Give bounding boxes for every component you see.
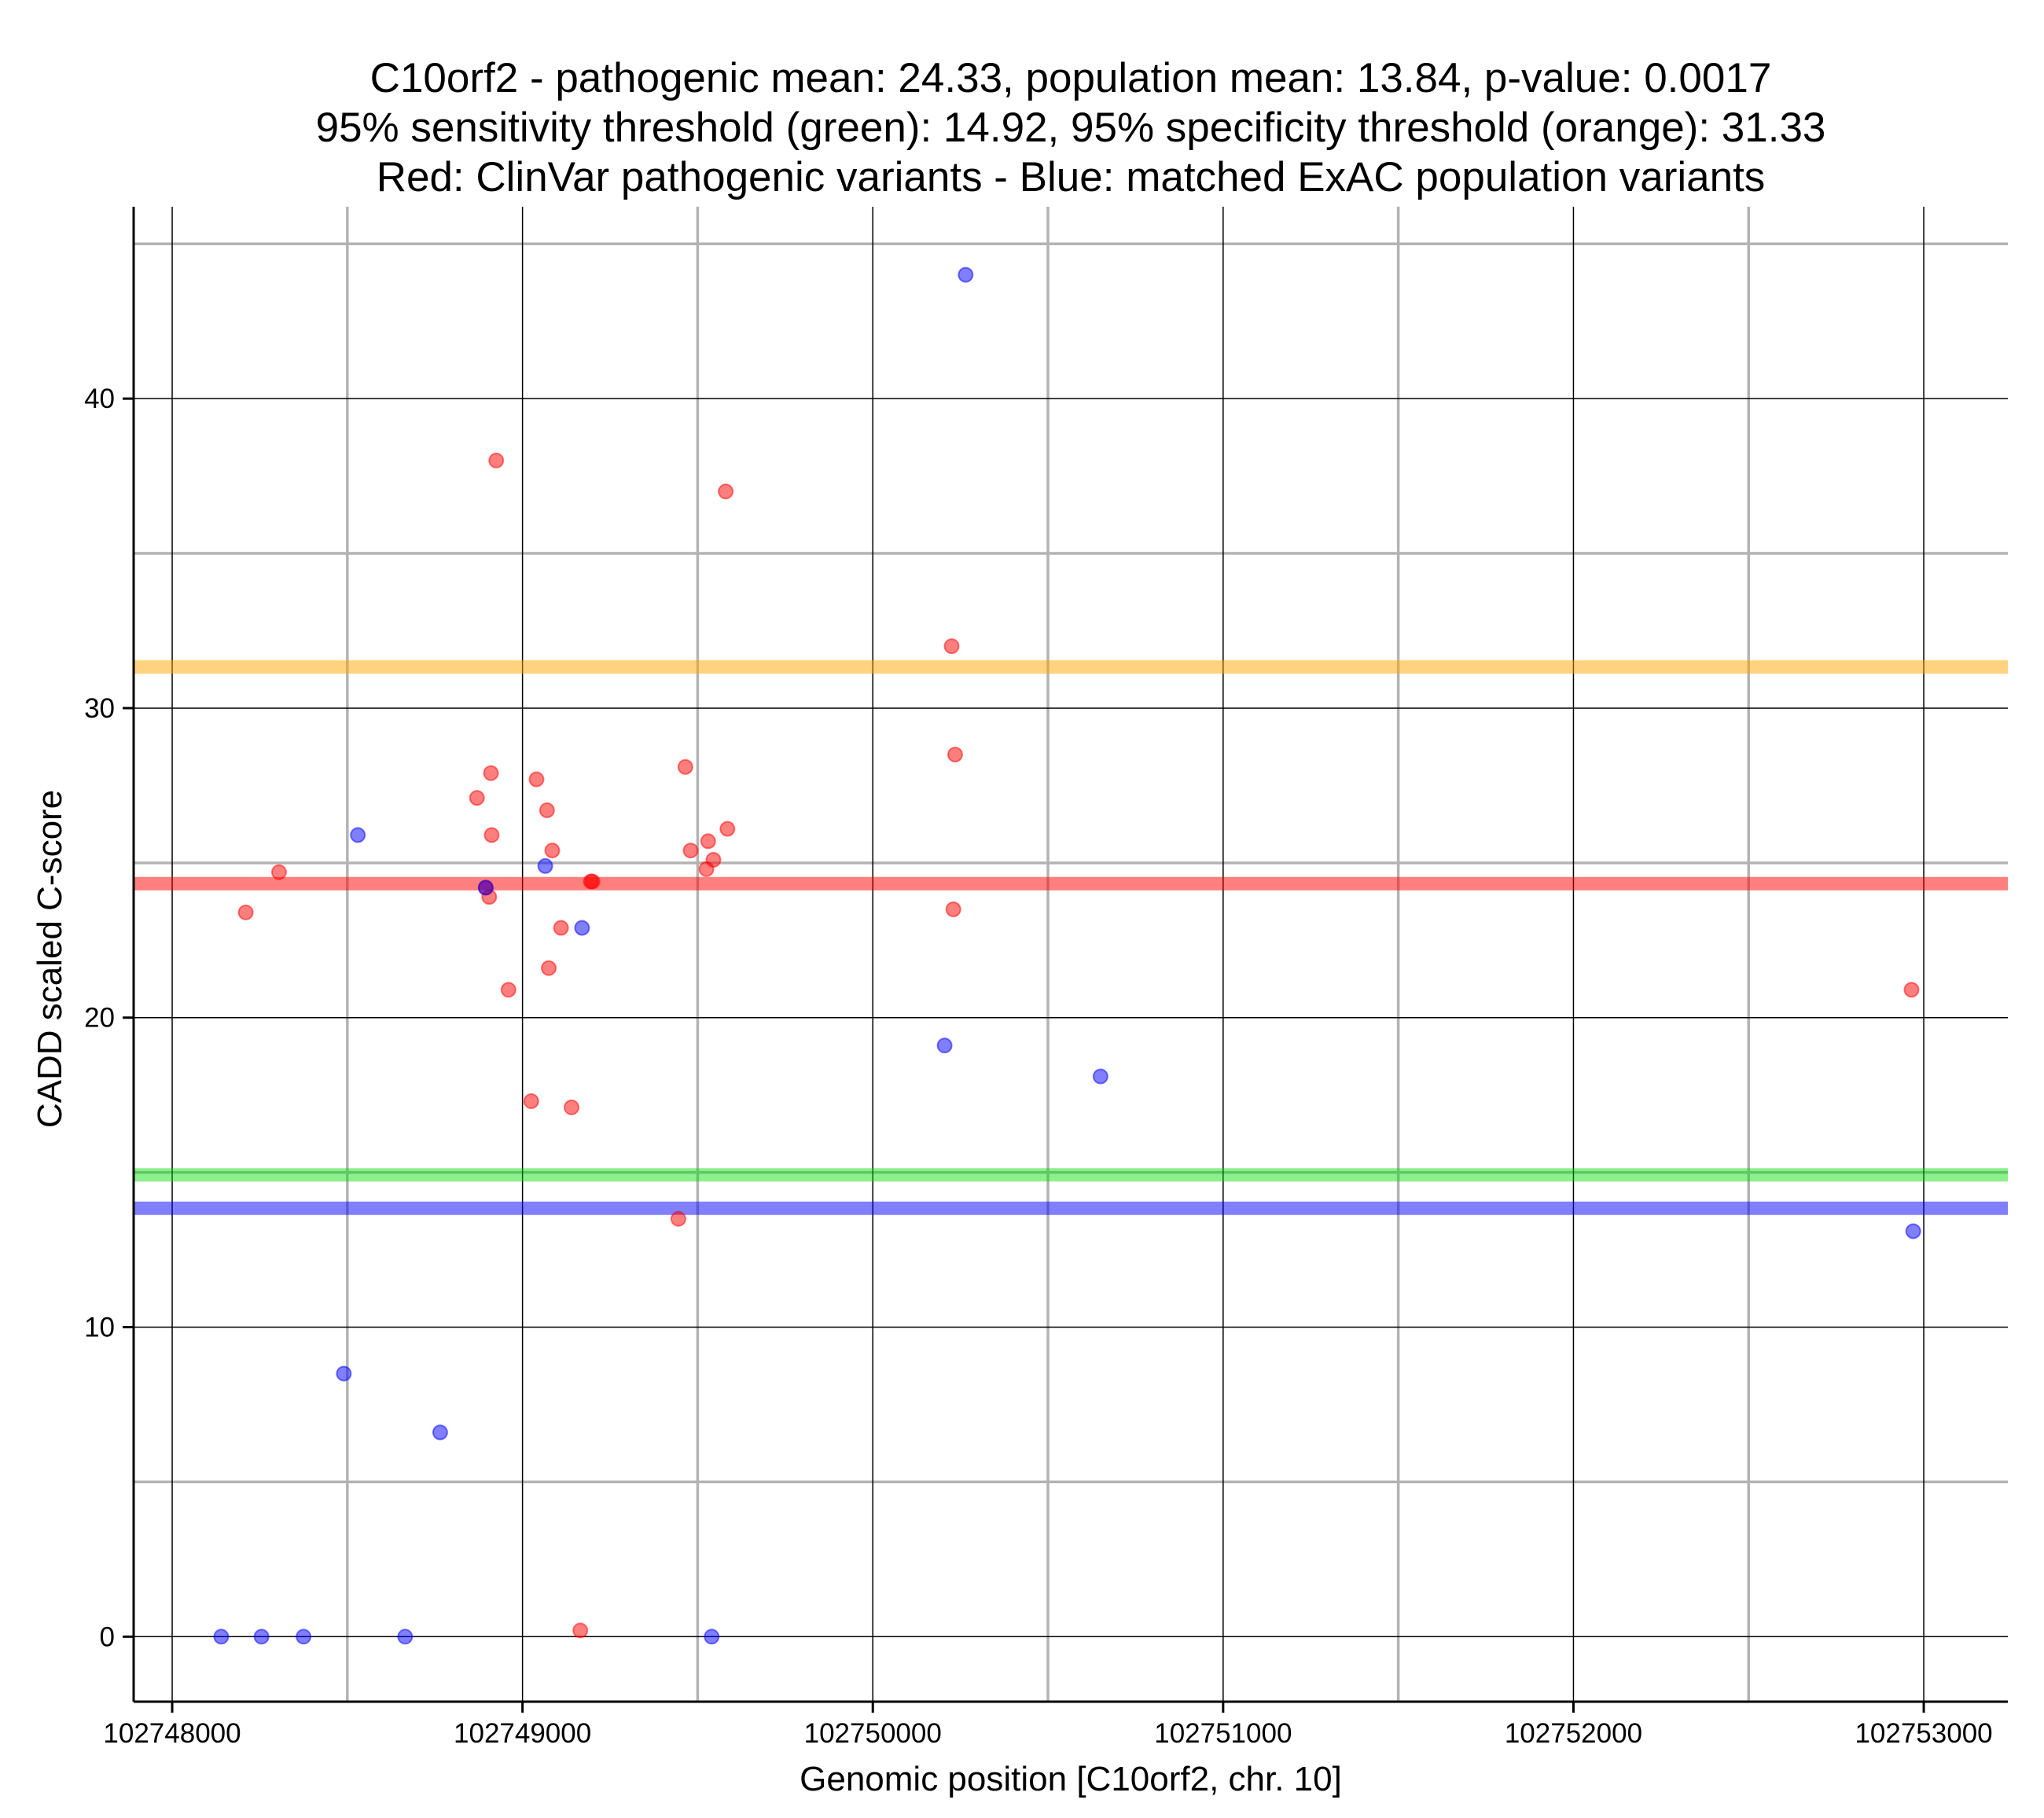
data-point [574, 920, 590, 936]
data-point [523, 1093, 539, 1110]
data-point [945, 901, 961, 917]
data-point [553, 920, 569, 936]
x-tick-label: 102748000 [103, 1718, 241, 1749]
data-point [477, 880, 494, 896]
data-point [704, 1629, 720, 1645]
data-point [488, 452, 505, 468]
axes [132, 207, 2008, 1703]
data-point [270, 864, 287, 880]
data-point [397, 1629, 414, 1645]
x-tick-label: 102751000 [1154, 1718, 1292, 1749]
y-tick-label: 20 [84, 1003, 115, 1034]
x-tick-label: 102753000 [1855, 1718, 1992, 1749]
title-line-2: 95% sensitivity threshold (green): 14.92… [316, 105, 1826, 151]
data-point [719, 821, 736, 837]
data-points [213, 266, 1921, 1645]
chart-title: C10orf2 - pathogenic mean: 24.33, popula… [316, 55, 1826, 200]
reference-lines [134, 660, 2008, 1215]
data-point [700, 833, 716, 850]
x-axis-title: Genomic position [C10orf2, chr. 10] [800, 1760, 1342, 1798]
data-point [705, 851, 722, 868]
y-tick-label: 0 [100, 1622, 115, 1652]
data-point [537, 858, 553, 874]
data-point [564, 1099, 580, 1115]
data-point [432, 1424, 448, 1441]
data-point [296, 1629, 312, 1645]
y-tick-label: 10 [84, 1313, 115, 1343]
data-point [336, 1365, 352, 1382]
data-point [1903, 982, 1920, 998]
data-point [539, 802, 555, 818]
y-axis-ticks: 0 10 20 30 40 [84, 384, 134, 1652]
x-tick-label: 102749000 [454, 1718, 591, 1749]
data-point [718, 483, 734, 500]
data-point [469, 790, 485, 806]
data-point [584, 873, 601, 890]
data-point [682, 843, 699, 859]
data-point [670, 1210, 686, 1227]
y-tick-label: 40 [84, 384, 115, 414]
title-line-3: Red: ClinVar pathogenic variants - Blue:… [377, 154, 1766, 200]
data-point [1092, 1068, 1108, 1085]
data-point [958, 266, 974, 283]
data-point [544, 843, 561, 859]
data-point [936, 1038, 953, 1054]
data-point [1905, 1223, 1921, 1240]
data-point [947, 747, 963, 763]
x-tick-label: 102752000 [1505, 1718, 1642, 1749]
grid [134, 207, 2008, 1702]
data-point [350, 827, 366, 843]
title-line-1: C10orf2 - pathogenic mean: 24.33, popula… [370, 55, 1772, 101]
data-point [528, 771, 545, 788]
data-point [253, 1629, 270, 1645]
data-point [572, 1622, 589, 1639]
data-point [943, 638, 960, 655]
data-point [483, 827, 500, 843]
data-point [677, 758, 693, 775]
x-axis-ticks: 102748000 102749000 102750000 102751000 1027… [103, 1702, 1993, 1749]
x-tick-label: 102750000 [804, 1718, 942, 1749]
data-point [213, 1629, 230, 1645]
y-axis-title: CADD scaled C-score [31, 790, 69, 1128]
data-point [541, 960, 557, 976]
data-point [500, 982, 517, 998]
data-point [483, 765, 499, 781]
data-point [237, 904, 254, 920]
y-tick-label: 30 [84, 693, 115, 724]
